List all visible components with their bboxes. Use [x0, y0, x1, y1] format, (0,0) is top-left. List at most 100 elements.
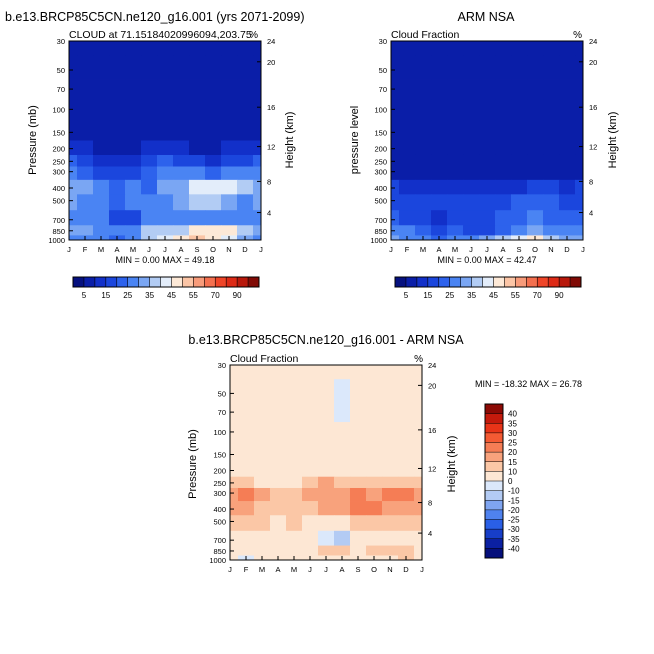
diff-cell [398, 476, 415, 489]
obs-cell [463, 166, 480, 181]
obs-colorbar-label: 70 [533, 291, 542, 300]
diff-cell [382, 379, 399, 404]
model-cell [69, 166, 78, 181]
obs-cell [559, 225, 576, 236]
diff-cell [350, 379, 367, 404]
obs-cell [415, 194, 432, 211]
obs-ytick-label: 300 [374, 168, 387, 177]
obs-cell [447, 154, 464, 167]
obs-colorbar-swatch [526, 277, 538, 287]
obs-cell [527, 55, 544, 80]
model-cell [93, 154, 110, 167]
model-height-tick-label: 24 [267, 37, 275, 46]
obs-cell [447, 120, 464, 141]
model-height-tick-label: 12 [267, 143, 275, 152]
diff-cell [254, 476, 271, 489]
model-colorbar-swatch [127, 277, 139, 287]
diff-cell [302, 402, 319, 423]
diff-cell [238, 530, 255, 546]
obs-cell [543, 99, 560, 122]
diff-cell [270, 501, 287, 516]
model-cell [189, 166, 206, 181]
model-cell [205, 99, 222, 122]
diff-cell [414, 402, 423, 423]
model-xtick-label: D [242, 245, 248, 254]
diff-colorbar-label: 40 [508, 410, 517, 419]
obs-height-tick-label: 24 [589, 37, 597, 46]
model-cell [237, 210, 254, 226]
obs-cell [463, 179, 480, 195]
diff-xtick-label: J [308, 565, 312, 574]
obs-xtick-label: A [500, 245, 505, 254]
model-cell [157, 79, 174, 100]
diff-cell [350, 462, 367, 478]
model-cell [69, 225, 78, 236]
obs-cell [495, 79, 512, 100]
diff-cell [350, 487, 367, 502]
obs-cell [511, 140, 528, 156]
obs-ytick-label: 400 [374, 184, 387, 193]
model-cell [173, 55, 190, 80]
model-cell [237, 179, 254, 195]
model-cell [109, 140, 126, 156]
obs-colorbar-swatch [482, 277, 494, 287]
diff-title: b.e13.BRCP85C5CN.ne120_g16.001 - ARM NSA [188, 333, 464, 347]
diff-cell [302, 379, 319, 404]
model-colorbar-swatch [83, 277, 96, 287]
model-cell [141, 225, 158, 236]
diff-cell [238, 379, 255, 404]
diff-cell [302, 365, 319, 380]
model-cell [237, 225, 254, 236]
model-cell [173, 154, 190, 167]
obs-cell [495, 179, 512, 195]
diff-colorbar-label: 25 [508, 439, 517, 448]
obs-cell [543, 154, 560, 167]
model-cell [221, 194, 238, 211]
diff-cell [414, 476, 423, 489]
model-cell [125, 120, 142, 141]
model-colorbar-swatch [73, 277, 85, 287]
model-cell [125, 99, 142, 122]
obs-xtick-label: N [548, 245, 553, 254]
diff-cell [238, 545, 255, 556]
model-xtick-label: M [130, 245, 136, 254]
obs-cell [399, 210, 416, 226]
diff-cell [350, 402, 367, 423]
model-cell [253, 140, 262, 156]
obs-cell [399, 55, 416, 80]
obs-cell [511, 210, 528, 226]
obs-cell [559, 55, 576, 80]
model-cell [69, 154, 78, 167]
obs-cell [575, 210, 584, 226]
model-ytick-label: 70 [57, 85, 65, 94]
diff-cell [270, 515, 287, 532]
diff-cell [238, 515, 255, 532]
model-xtick-label: A [114, 245, 119, 254]
model-cell [125, 179, 142, 195]
diff-variable-label: Cloud Fraction [230, 353, 298, 365]
obs-cell [479, 140, 496, 156]
obs-cell [431, 179, 448, 195]
obs-cell [463, 210, 480, 226]
obs-cell [511, 120, 528, 141]
diff-cell [302, 530, 319, 546]
obs-cell [559, 41, 576, 56]
diff-cell [286, 365, 303, 380]
model-cell [125, 166, 142, 181]
model-cell [221, 120, 238, 141]
diff-ytick-label: 200 [213, 466, 226, 475]
model-cell [173, 41, 190, 56]
model-cell [93, 194, 110, 211]
diff-colorbar-swatch [485, 423, 503, 434]
obs-cell [415, 166, 432, 181]
diff-colorbar-label: -30 [508, 525, 520, 534]
obs-cell [511, 194, 528, 211]
model-cell [125, 41, 142, 56]
diff-cell [366, 379, 383, 404]
diff-cell [230, 365, 239, 380]
diff-colorbar-label: -20 [508, 506, 520, 515]
model-cell [141, 154, 158, 167]
diff-cell [382, 402, 399, 423]
obs-cell [391, 120, 400, 141]
obs-colorbar-label: 55 [511, 291, 520, 300]
